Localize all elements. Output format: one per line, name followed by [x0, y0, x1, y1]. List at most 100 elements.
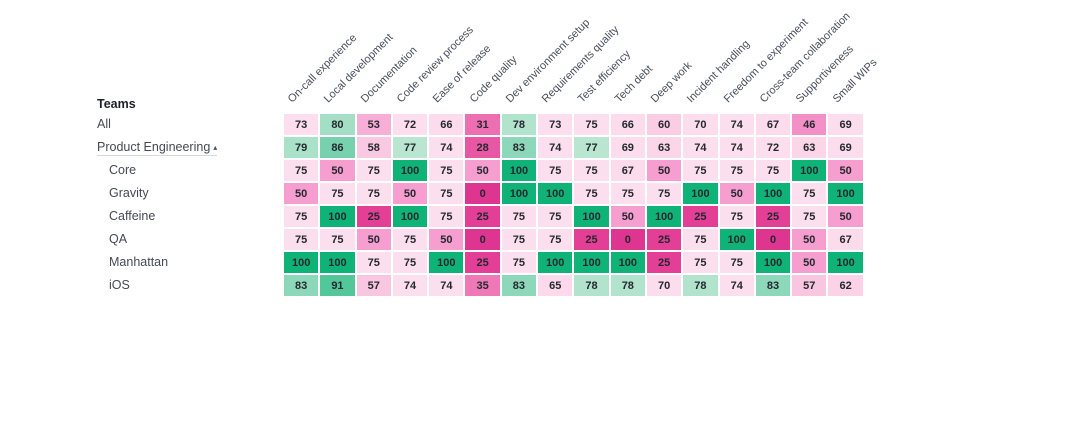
- heatmap-cell[interactable]: 57: [791, 274, 828, 297]
- heatmap-cell[interactable]: 100: [609, 251, 646, 274]
- heatmap-cell[interactable]: 74: [428, 274, 465, 297]
- heatmap-cell[interactable]: 100: [537, 251, 574, 274]
- heatmap-cell[interactable]: 69: [827, 113, 864, 136]
- heatmap-cell[interactable]: 75: [355, 251, 392, 274]
- heatmap-cell[interactable]: 73: [537, 113, 574, 136]
- heatmap-cell[interactable]: 100: [500, 159, 538, 182]
- heatmap-cell[interactable]: 25: [464, 251, 501, 274]
- heatmap-cell[interactable]: 74: [718, 113, 755, 136]
- heatmap-cell[interactable]: 67: [827, 228, 864, 251]
- heatmap-cell[interactable]: 100: [754, 182, 792, 205]
- heatmap-cell[interactable]: 50: [391, 182, 429, 205]
- heatmap-cell[interactable]: 100: [573, 205, 610, 228]
- heatmap-cell[interactable]: 50: [355, 228, 392, 251]
- heatmap-cell[interactable]: 50: [283, 182, 320, 205]
- heatmap-cell[interactable]: 50: [609, 205, 646, 228]
- heatmap-cell[interactable]: 75: [283, 205, 320, 228]
- heatmap-cell[interactable]: 83: [283, 274, 320, 297]
- heatmap-cell[interactable]: 75: [791, 182, 828, 205]
- heatmap-cell[interactable]: 25: [682, 205, 719, 228]
- heatmap-cell[interactable]: 31: [464, 113, 501, 136]
- heatmap-cell[interactable]: 100: [391, 159, 429, 182]
- heatmap-cell[interactable]: 100: [428, 251, 465, 274]
- heatmap-cell[interactable]: 50: [827, 159, 864, 182]
- heatmap-cell[interactable]: 75: [682, 228, 719, 251]
- heatmap-cell[interactable]: 62: [827, 274, 864, 297]
- heatmap-cell[interactable]: 100: [827, 251, 864, 274]
- heatmap-cell[interactable]: 25: [573, 228, 610, 251]
- heatmap-cell[interactable]: 74: [718, 274, 755, 297]
- heatmap-cell[interactable]: 50: [464, 159, 501, 182]
- heatmap-cell[interactable]: 100: [283, 251, 320, 274]
- heatmap-cell[interactable]: 75: [718, 251, 755, 274]
- heatmap-cell[interactable]: 75: [500, 228, 538, 251]
- heatmap-cell[interactable]: 50: [791, 228, 828, 251]
- heatmap-cell[interactable]: 35: [464, 274, 501, 297]
- heatmap-cell[interactable]: 70: [682, 113, 719, 136]
- heatmap-cell[interactable]: 100: [319, 251, 356, 274]
- heatmap-cell[interactable]: 75: [754, 159, 792, 182]
- heatmap-cell[interactable]: 75: [682, 159, 719, 182]
- heatmap-cell[interactable]: 63: [645, 136, 683, 159]
- heatmap-cell[interactable]: 58: [355, 136, 392, 159]
- heatmap-cell[interactable]: 66: [609, 113, 646, 136]
- heatmap-cell[interactable]: 75: [428, 182, 465, 205]
- heatmap-cell[interactable]: 100: [391, 205, 429, 228]
- heatmap-cell[interactable]: 0: [609, 228, 646, 251]
- heatmap-cell[interactable]: 78: [573, 274, 610, 297]
- heatmap-cell[interactable]: 75: [500, 205, 538, 228]
- heatmap-cell[interactable]: 75: [537, 205, 574, 228]
- heatmap-cell[interactable]: 75: [718, 159, 755, 182]
- heatmap-cell[interactable]: 53: [355, 113, 392, 136]
- heatmap-cell[interactable]: 80: [319, 113, 356, 136]
- heatmap-cell[interactable]: 79: [283, 136, 320, 159]
- heatmap-cell[interactable]: 100: [537, 182, 574, 205]
- heatmap-cell[interactable]: 75: [537, 228, 574, 251]
- heatmap-cell[interactable]: 75: [391, 251, 429, 274]
- heatmap-cell[interactable]: 75: [791, 205, 828, 228]
- heatmap-cell[interactable]: 72: [391, 113, 429, 136]
- heatmap-cell[interactable]: 75: [537, 159, 574, 182]
- heatmap-cell[interactable]: 50: [827, 205, 864, 228]
- heatmap-cell[interactable]: 74: [391, 274, 429, 297]
- heatmap-cell[interactable]: 100: [573, 251, 610, 274]
- heatmap-cell[interactable]: 50: [645, 159, 683, 182]
- heatmap-cell[interactable]: 70: [645, 274, 683, 297]
- heatmap-cell[interactable]: 75: [500, 251, 538, 274]
- heatmap-cell[interactable]: 77: [391, 136, 429, 159]
- heatmap-cell[interactable]: 46: [791, 113, 828, 136]
- heatmap-cell[interactable]: 50: [791, 251, 828, 274]
- heatmap-cell[interactable]: 78: [500, 113, 538, 136]
- heatmap-cell[interactable]: 75: [645, 182, 683, 205]
- heatmap-cell[interactable]: 74: [682, 136, 719, 159]
- heatmap-cell[interactable]: 72: [754, 136, 792, 159]
- heatmap-cell[interactable]: 0: [464, 228, 501, 251]
- heatmap-cell[interactable]: 0: [464, 182, 501, 205]
- heatmap-cell[interactable]: 50: [428, 228, 465, 251]
- heatmap-cell[interactable]: 75: [573, 113, 610, 136]
- heatmap-cell[interactable]: 100: [718, 228, 755, 251]
- heatmap-cell[interactable]: 50: [319, 159, 356, 182]
- heatmap-cell[interactable]: 0: [754, 228, 792, 251]
- heatmap-cell[interactable]: 75: [283, 228, 320, 251]
- heatmap-cell[interactable]: 100: [645, 205, 683, 228]
- heatmap-cell[interactable]: 25: [645, 228, 683, 251]
- heatmap-cell[interactable]: 25: [754, 205, 792, 228]
- heatmap-cell[interactable]: 74: [537, 136, 574, 159]
- heatmap-cell[interactable]: 75: [355, 159, 392, 182]
- heatmap-cell[interactable]: 50: [718, 182, 755, 205]
- heatmap-cell[interactable]: 100: [754, 251, 792, 274]
- heatmap-cell[interactable]: 100: [791, 159, 828, 182]
- heatmap-cell[interactable]: 67: [754, 113, 792, 136]
- team-expand-toggle[interactable]: Product Engineering ▴: [97, 140, 218, 156]
- heatmap-cell[interactable]: 77: [573, 136, 610, 159]
- heatmap-cell[interactable]: 78: [609, 274, 646, 297]
- heatmap-cell[interactable]: 83: [500, 274, 538, 297]
- heatmap-cell[interactable]: 75: [609, 182, 646, 205]
- heatmap-cell[interactable]: 75: [428, 205, 465, 228]
- heatmap-cell[interactable]: 75: [682, 251, 719, 274]
- heatmap-cell[interactable]: 78: [682, 274, 719, 297]
- heatmap-cell[interactable]: 75: [391, 228, 429, 251]
- heatmap-cell[interactable]: 100: [319, 205, 356, 228]
- heatmap-cell[interactable]: 75: [319, 182, 356, 205]
